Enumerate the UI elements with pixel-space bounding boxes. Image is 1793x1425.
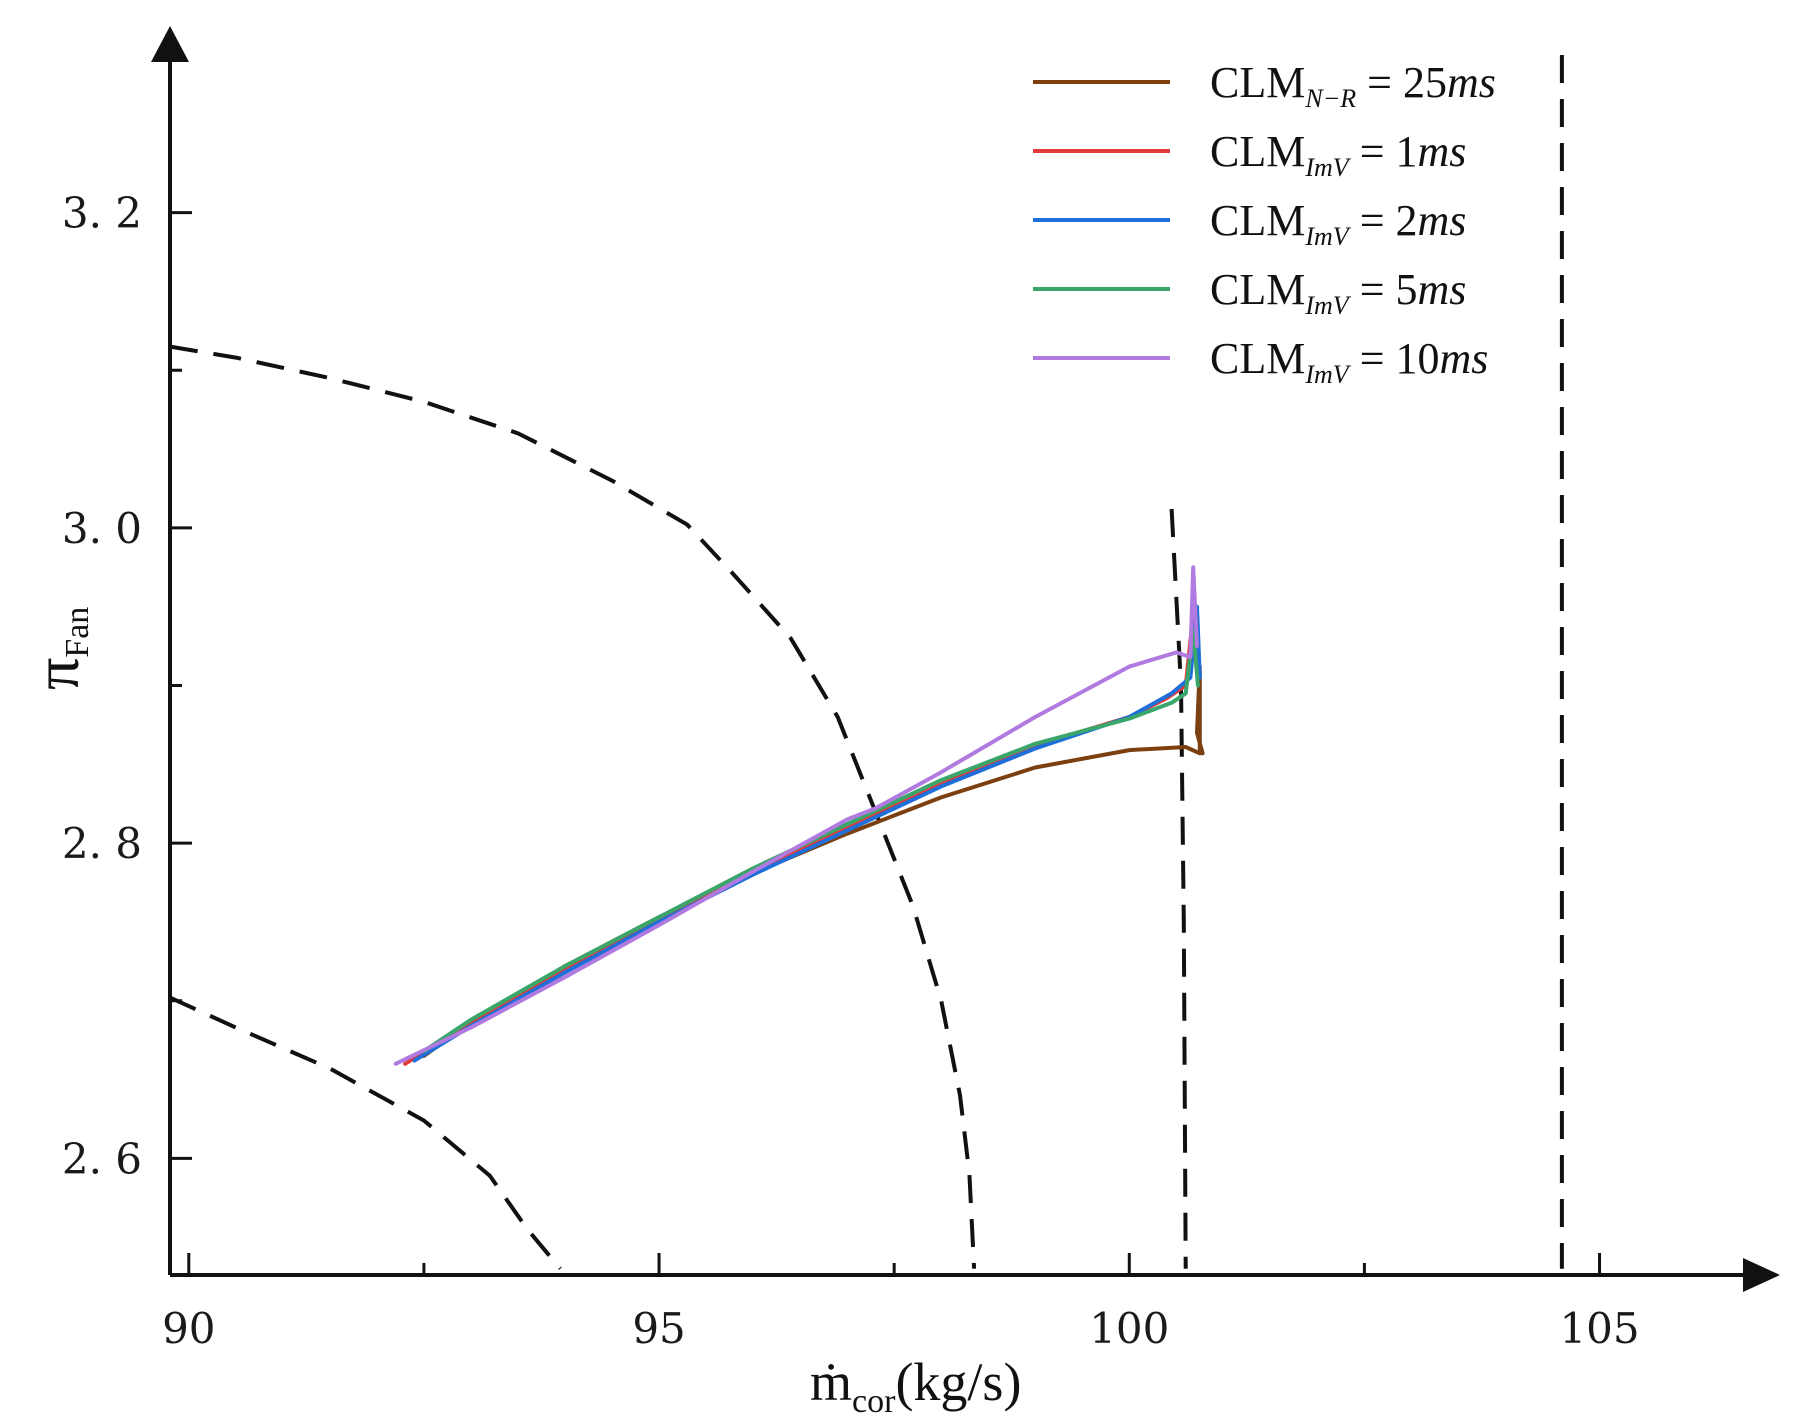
reference-lines [169,55,1564,1270]
y-axis-label: πFan [21,607,96,690]
x-label-main: ṁ [810,1352,852,1412]
y-tick-label: 3. 0 [62,504,142,553]
axes [151,26,1780,1292]
svg-text:πFan: πFan [21,607,96,690]
y-tick-label: 2. 6 [62,1134,142,1183]
legend: CLMN−R = 25ms CLMImV = 1ms CLMImV = 2ms CLM… [1033,58,1496,389]
y-tick-label: 3. 2 [62,189,142,238]
y-tick-label: 2. 8 [62,819,142,868]
ticks: 90 95 100 105 2. 6 2. 8 3. 0 3. 2 [62,189,1640,1353]
legend-label-clm-imv-2ms: CLMImV = 2ms [1210,196,1466,251]
legend-label-clm-n-r-25ms: CLMN−R = 25ms [1210,58,1496,113]
series-line-clm-imv-5ms [421,628,1200,1054]
series-line-clm-imv-2ms [412,604,1202,1063]
x-tick-label: 95 [632,1304,685,1353]
legend-label-clm-imv-10ms: CLMImV = 10ms [1210,334,1488,389]
x-label-unit: (kg/s) [895,1352,1021,1412]
series-lines [393,565,1205,1066]
dashed-curve-upper [169,344,977,1269]
x-tick-label: 100 [1089,1304,1169,1353]
x-tick-label: 105 [1559,1304,1639,1353]
series-line-clm-imv-10ms [393,565,1199,1066]
x-tick-label: 90 [162,1304,215,1353]
x-axis-arrow [1743,1258,1780,1292]
dashed-vertical-a [1169,508,1188,1269]
dashed-curve-lower [169,995,562,1270]
legend-label-clm-imv-1ms: CLMImV = 1ms [1210,127,1466,182]
x-axis-label: ṁcor(kg/s) [810,1352,1021,1420]
x-label-sub: cor [852,1383,896,1420]
series-line-clm-n-r-25ms [421,664,1205,1058]
svg-text:ṁcor(kg/s): ṁcor(kg/s) [810,1352,1021,1420]
y-label-main: π [21,658,92,690]
y-label-sub: Fan [59,607,96,658]
y-axis-arrow [151,26,189,62]
legend-label-clm-imv-5ms: CLMImV = 5ms [1210,265,1466,320]
